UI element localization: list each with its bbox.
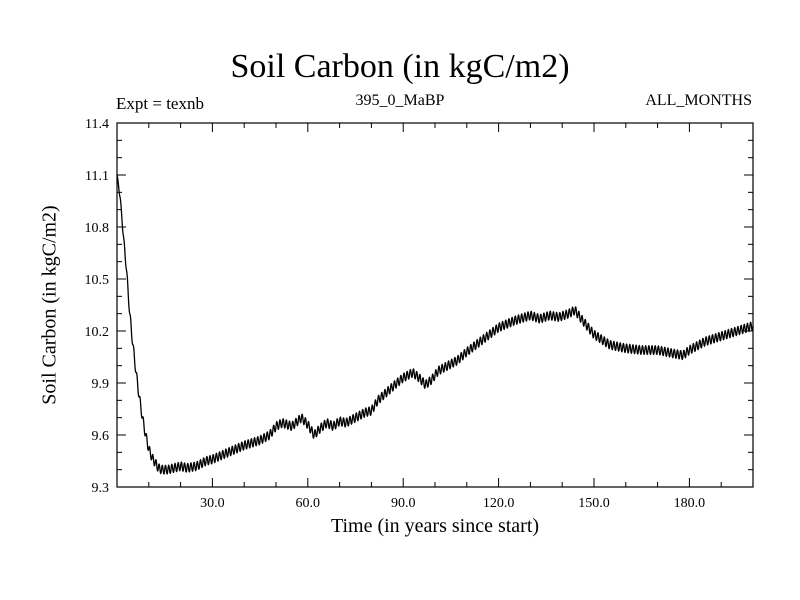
y-tick-label: 10.5 xyxy=(85,273,110,288)
y-tick-label: 9.9 xyxy=(92,377,110,392)
x-tick-label: 180.0 xyxy=(674,496,706,511)
chart-title: Soil Carbon (in kgC/m2) xyxy=(230,48,570,85)
y-tick-label: 9.6 xyxy=(92,429,110,444)
x-tick-label: 30.0 xyxy=(200,496,225,511)
y-axis-label: Soil Carbon (in kgC/m2) xyxy=(38,205,61,405)
x-tick-label: 150.0 xyxy=(578,496,610,511)
y-tick-label: 11.4 xyxy=(85,117,109,132)
x-axis-label: Time (in years since start) xyxy=(330,515,540,537)
period-label: 395_0_MaBP xyxy=(355,92,445,109)
y-tick-label: 9.3 xyxy=(92,481,110,496)
y-axis: 9.3 9.6 9.9 10.2 10.5 10.8 11.1 11.4 xyxy=(85,117,753,496)
x-tick-label: 60.0 xyxy=(296,496,321,511)
x-axis: 30.0 60.0 90.0 120.0 150.0 180.0 xyxy=(148,123,722,511)
x-tick-label: 120.0 xyxy=(483,496,515,511)
y-tick-label: 10.2 xyxy=(85,325,110,340)
x-tick-label: 90.0 xyxy=(391,496,416,511)
plot-frame xyxy=(116,122,754,488)
y-tick-label: 10.8 xyxy=(85,221,110,236)
y-tick-label: 11.1 xyxy=(85,169,109,184)
experiment-label: Expt = texnb xyxy=(116,94,204,113)
months-label: ALL_MONTHS xyxy=(645,92,752,109)
series-line-soil-carbon xyxy=(116,174,754,475)
